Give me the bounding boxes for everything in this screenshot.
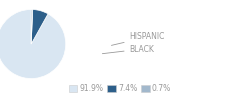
Text: BLACK: BLACK [102, 44, 155, 54]
Wedge shape [31, 10, 48, 44]
Legend: 91.9%, 7.4%, 0.7%: 91.9%, 7.4%, 0.7% [66, 81, 174, 96]
Wedge shape [0, 10, 66, 78]
Text: WHITE: WHITE [0, 30, 30, 38]
Text: HISPANIC: HISPANIC [111, 32, 165, 45]
Wedge shape [31, 10, 33, 44]
